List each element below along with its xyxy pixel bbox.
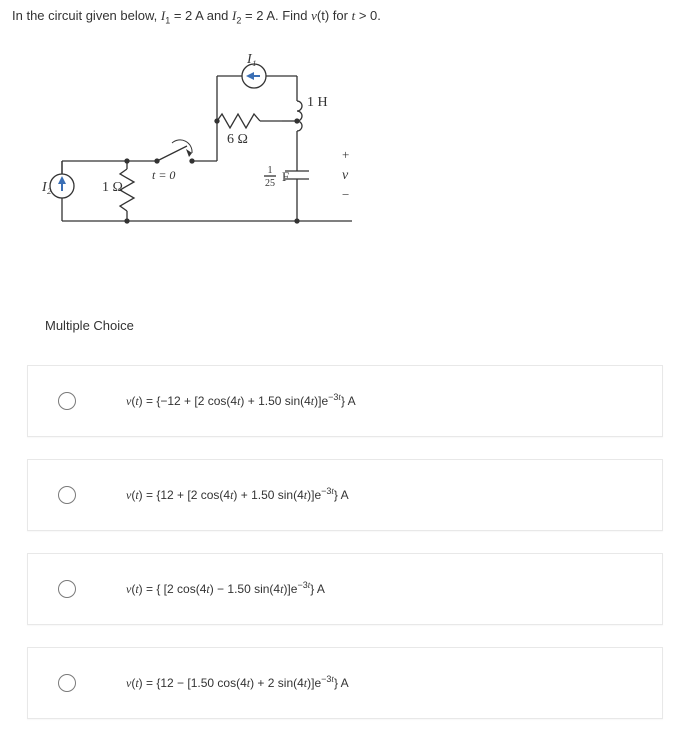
cap-den: 25 (265, 178, 275, 189)
plus-sign: + (342, 147, 349, 162)
option-a-text: v(t) = {−12 + [2 cos(4t) + 1.50 sin(4t)]… (126, 392, 356, 409)
label-L: 1 H (307, 95, 328, 110)
radio-d[interactable] (58, 674, 76, 692)
option-d-text: v(t) = {12 − [1.50 cos(4t) + 2 sin(4t)]e… (126, 674, 349, 691)
v-label: v (342, 168, 349, 183)
option-c[interactable]: v(t) = { [2 cos(4t) − 1.50 sin(4t)]e−3t}… (27, 553, 663, 625)
label-r1: 1 Ω (102, 180, 123, 195)
txt: In the circuit given below, (12, 8, 161, 23)
circuit-diagram: I₂ 1 Ω t = 0 6 Ω (42, 51, 678, 244)
option-d[interactable]: v(t) = {12 − [1.50 cos(4t) + 2 sin(4t)]e… (27, 647, 663, 719)
label-i2: I₂ (42, 180, 52, 195)
option-b-text: v(t) = {12 + [2 cos(4t) + 1.50 sin(4t)]e… (126, 486, 349, 503)
label-r2: 6 Ω (227, 132, 248, 147)
circuit-svg: I₂ 1 Ω t = 0 6 Ω (42, 51, 392, 241)
radio-c[interactable] (58, 580, 76, 598)
option-c-text: v(t) = { [2 cos(4t) − 1.50 sin(4t)]e−3t}… (126, 580, 325, 597)
label-i1: I₁ (246, 52, 257, 67)
cap-num: 1 (268, 165, 273, 176)
radio-b[interactable] (58, 486, 76, 504)
cap-unit: F (282, 169, 289, 184)
option-a[interactable]: v(t) = {−12 + [2 cos(4t) + 1.50 sin(4t)]… (27, 365, 663, 437)
txt: = 2 A and (170, 8, 232, 23)
label-switch: t = 0 (152, 168, 175, 182)
txt: = 2 A. Find (241, 8, 311, 23)
multiple-choice-heading: Multiple Choice (37, 304, 678, 347)
option-b[interactable]: v(t) = {12 + [2 cos(4t) + 1.50 sin(4t)]e… (27, 459, 663, 531)
txt: (t) for (317, 8, 352, 23)
radio-a[interactable] (58, 392, 76, 410)
problem-statement: In the circuit given below, I1 = 2 A and… (12, 8, 678, 26)
minus-sign: − (342, 187, 349, 202)
txt: > 0. (355, 8, 381, 23)
